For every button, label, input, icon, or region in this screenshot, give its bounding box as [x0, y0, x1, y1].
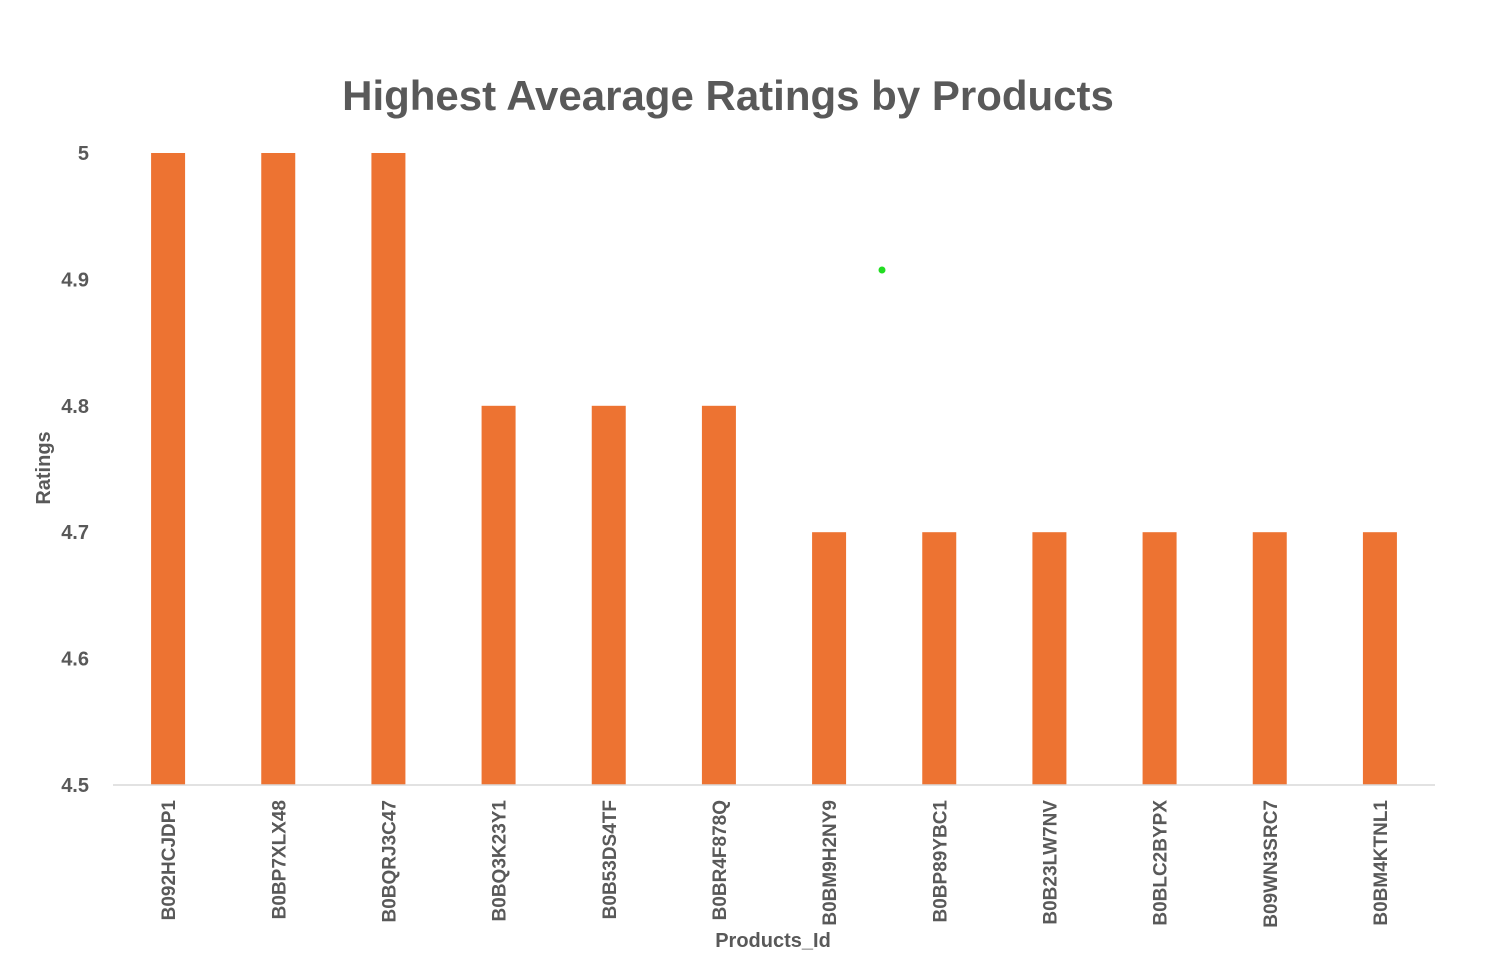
y-tick-label: 5 — [78, 143, 89, 165]
x-category-label: B09WN3SRC7 — [1261, 800, 1282, 928]
bar — [371, 153, 406, 785]
bar — [1142, 532, 1177, 785]
bar — [1362, 532, 1397, 785]
x-category-label: B0BM9H2NY9 — [820, 800, 841, 926]
y-tick-label: 4.9 — [61, 269, 89, 291]
x-axis-title: Products_Id — [715, 930, 831, 952]
x-category-label: B092HCJDP1 — [159, 800, 180, 921]
bar — [812, 532, 847, 785]
x-category-label: B0BP7XLX48 — [269, 800, 290, 919]
bar — [701, 405, 736, 785]
y-tick-label: 4.6 — [61, 649, 89, 671]
y-tick-label: 4.5 — [61, 775, 89, 797]
y-axis-ticks: 4.5 4.6 4.7 4.8 4.9 5 — [61, 143, 89, 797]
x-category-label: B0BQ3K23Y1 — [490, 800, 511, 922]
y-axis-title: Ratings — [33, 431, 55, 504]
x-category-label: B0BR4F878Q — [710, 800, 731, 920]
bar — [1252, 532, 1287, 785]
y-tick-label: 4.8 — [61, 396, 89, 418]
x-category-label: B0BM4KTNL1 — [1371, 800, 1392, 926]
bar — [481, 405, 516, 785]
bar — [151, 153, 186, 785]
x-category-label: B0BQRJ3C47 — [379, 800, 400, 923]
bar — [922, 532, 957, 785]
bar — [1032, 532, 1067, 785]
x-category-label: B0B53DS4TF — [600, 800, 621, 919]
bar — [591, 405, 626, 785]
x-category-label: B0BP89YBC1 — [930, 800, 951, 923]
marker-dot — [878, 266, 886, 274]
x-category-label: B0B23LW7NV — [1040, 800, 1061, 925]
x-category-label: B0BLC2BYPX — [1151, 800, 1172, 926]
bar — [261, 153, 296, 785]
chart-title: Highest Avearage Ratings by Products — [342, 72, 1114, 119]
x-axis-category-labels: B092HCJDP1 B0BP7XLX48 B0BQRJ3C47 B0BQ3K23Y1… — [159, 800, 1392, 928]
bars — [151, 153, 1397, 785]
y-tick-label: 4.7 — [61, 522, 89, 544]
